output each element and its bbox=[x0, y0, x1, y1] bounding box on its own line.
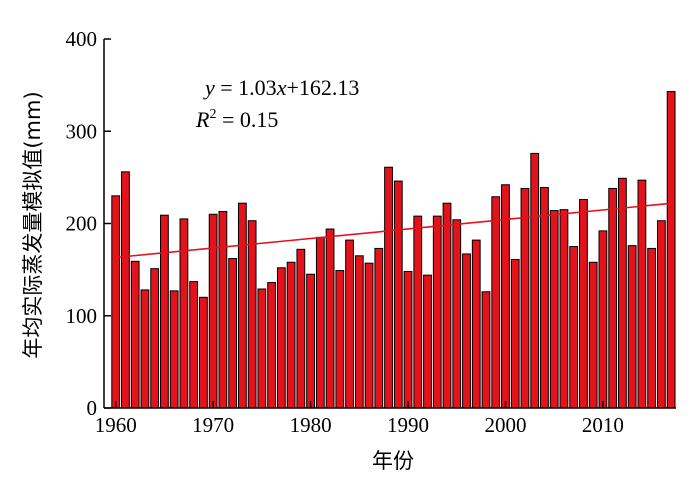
bar-2014 bbox=[637, 179, 647, 409]
bar-1964 bbox=[150, 268, 160, 409]
bar-1992 bbox=[423, 274, 432, 409]
bar-1990 bbox=[403, 270, 413, 409]
bar-1986 bbox=[364, 262, 374, 409]
bar-2001 bbox=[510, 258, 520, 409]
bar-1969 bbox=[199, 296, 208, 409]
bar-1979 bbox=[296, 248, 306, 409]
bar-1977 bbox=[276, 267, 286, 409]
bar-2007 bbox=[569, 246, 579, 409]
bar-2002 bbox=[520, 187, 530, 409]
bar-2006 bbox=[559, 209, 569, 409]
bar-1981 bbox=[315, 236, 325, 409]
bar-1991 bbox=[413, 215, 423, 409]
bar-1997 bbox=[471, 239, 481, 409]
bar-1984 bbox=[345, 239, 354, 409]
bar-2008 bbox=[579, 199, 588, 409]
x-tick-label: 2000 bbox=[484, 413, 526, 437]
x-tick-label: 1980 bbox=[290, 413, 332, 437]
bar-1967 bbox=[179, 218, 189, 409]
trend-equation: y = 1.03x+162.13 bbox=[203, 75, 359, 100]
bar-1965 bbox=[160, 214, 169, 409]
bar-1983 bbox=[335, 270, 345, 409]
bar-1978 bbox=[286, 261, 296, 409]
bar-1972 bbox=[228, 258, 238, 409]
x-tick-label: 1970 bbox=[192, 413, 234, 437]
ticks: 0 100 200 300 400 1960 1970 1980 1990 2000 2010 bbox=[66, 27, 624, 437]
bar-2017 bbox=[666, 91, 676, 409]
bar-1995 bbox=[452, 219, 462, 409]
x-tick-label: 1960 bbox=[95, 413, 137, 437]
bar-2005 bbox=[549, 210, 559, 409]
bar-1982 bbox=[325, 228, 335, 409]
bar-2010 bbox=[598, 230, 608, 409]
bar-1993 bbox=[432, 215, 442, 409]
bar-1975 bbox=[257, 288, 267, 409]
bar-1985 bbox=[354, 255, 364, 409]
bar-1973 bbox=[237, 202, 247, 409]
y-tick-label: 0 bbox=[87, 396, 98, 420]
x-axis-title: 年份 bbox=[372, 449, 414, 473]
x-tick-label: 1990 bbox=[387, 413, 429, 437]
bar-1974 bbox=[247, 220, 257, 409]
bar-2016 bbox=[656, 220, 666, 409]
bar-series bbox=[111, 91, 676, 409]
bar-2009 bbox=[588, 261, 598, 409]
trend-line bbox=[115, 202, 672, 259]
bar-1996 bbox=[462, 253, 471, 409]
bar-1962 bbox=[130, 260, 140, 409]
bar-1970 bbox=[208, 213, 218, 409]
bar-2011 bbox=[608, 187, 618, 409]
bar-1998 bbox=[481, 291, 491, 409]
bar-2004 bbox=[540, 187, 549, 409]
bar-1988 bbox=[384, 166, 393, 409]
bar-2015 bbox=[647, 247, 657, 409]
y-axis-title: 年均实际蒸发量模拟值(mm) bbox=[21, 91, 45, 358]
bar-2013 bbox=[627, 245, 637, 409]
y-tick-label: 200 bbox=[66, 212, 98, 236]
bar-1994 bbox=[442, 202, 452, 409]
bar-1980 bbox=[306, 273, 315, 409]
bar-1999 bbox=[491, 196, 501, 409]
bar-1971 bbox=[218, 211, 228, 409]
bar-2012 bbox=[618, 177, 627, 409]
bar-2000 bbox=[501, 184, 510, 409]
bar-1989 bbox=[393, 180, 403, 409]
bar-1961 bbox=[121, 171, 130, 409]
bar-2003 bbox=[530, 152, 540, 409]
r-squared-label: R2 = 0.15 bbox=[195, 107, 278, 132]
bar-1987 bbox=[374, 247, 384, 409]
y-tick-label: 400 bbox=[66, 27, 98, 51]
y-tick-label: 300 bbox=[66, 119, 98, 143]
bar-1976 bbox=[267, 282, 277, 409]
x-tick-label: 2010 bbox=[582, 413, 624, 437]
y-tick-label: 100 bbox=[66, 304, 98, 328]
bar-1968 bbox=[189, 281, 199, 409]
bar-1960 bbox=[111, 195, 121, 409]
bar-1963 bbox=[140, 289, 150, 409]
bar-1966 bbox=[169, 290, 179, 409]
